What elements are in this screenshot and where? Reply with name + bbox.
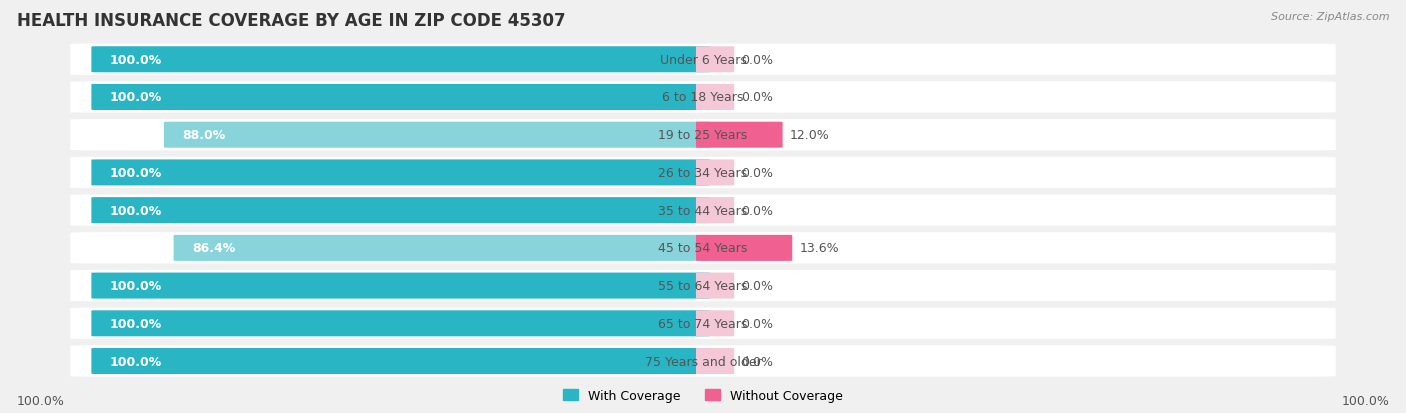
- FancyBboxPatch shape: [70, 120, 1336, 151]
- FancyBboxPatch shape: [91, 198, 710, 223]
- FancyBboxPatch shape: [70, 82, 1336, 113]
- FancyBboxPatch shape: [91, 85, 710, 111]
- FancyBboxPatch shape: [696, 311, 734, 337]
- Text: 0.0%: 0.0%: [741, 54, 773, 66]
- Text: 0.0%: 0.0%: [741, 280, 773, 292]
- Text: 55 to 64 Years: 55 to 64 Years: [658, 280, 748, 292]
- FancyBboxPatch shape: [91, 160, 710, 186]
- Text: 88.0%: 88.0%: [183, 129, 225, 142]
- FancyBboxPatch shape: [91, 311, 710, 337]
- FancyBboxPatch shape: [696, 122, 783, 148]
- Text: 100.0%: 100.0%: [110, 355, 162, 368]
- Text: 100.0%: 100.0%: [110, 204, 162, 217]
- Text: 100.0%: 100.0%: [110, 166, 162, 180]
- FancyBboxPatch shape: [696, 160, 734, 186]
- Text: 75 Years and older: 75 Years and older: [644, 355, 762, 368]
- FancyBboxPatch shape: [91, 348, 710, 374]
- Text: HEALTH INSURANCE COVERAGE BY AGE IN ZIP CODE 45307: HEALTH INSURANCE COVERAGE BY AGE IN ZIP …: [17, 12, 565, 30]
- FancyBboxPatch shape: [70, 157, 1336, 189]
- Text: 0.0%: 0.0%: [741, 204, 773, 217]
- Text: 6 to 18 Years: 6 to 18 Years: [662, 91, 744, 104]
- Text: 0.0%: 0.0%: [741, 91, 773, 104]
- Text: 19 to 25 Years: 19 to 25 Years: [658, 129, 748, 142]
- FancyBboxPatch shape: [696, 47, 734, 73]
- FancyBboxPatch shape: [91, 273, 710, 299]
- Text: 100.0%: 100.0%: [17, 394, 65, 407]
- Text: 12.0%: 12.0%: [790, 129, 830, 142]
- FancyBboxPatch shape: [165, 122, 710, 148]
- FancyBboxPatch shape: [70, 45, 1336, 76]
- Text: 86.4%: 86.4%: [191, 242, 235, 255]
- FancyBboxPatch shape: [70, 308, 1336, 339]
- Text: 0.0%: 0.0%: [741, 355, 773, 368]
- Text: 100.0%: 100.0%: [110, 280, 162, 292]
- FancyBboxPatch shape: [91, 47, 710, 73]
- FancyBboxPatch shape: [70, 233, 1336, 264]
- FancyBboxPatch shape: [70, 270, 1336, 301]
- FancyBboxPatch shape: [696, 198, 734, 223]
- Text: 26 to 34 Years: 26 to 34 Years: [658, 166, 748, 180]
- FancyBboxPatch shape: [696, 85, 734, 111]
- Text: Source: ZipAtlas.com: Source: ZipAtlas.com: [1271, 12, 1389, 22]
- Text: 100.0%: 100.0%: [110, 54, 162, 66]
- Text: 100.0%: 100.0%: [110, 317, 162, 330]
- FancyBboxPatch shape: [173, 235, 710, 261]
- Text: 0.0%: 0.0%: [741, 166, 773, 180]
- FancyBboxPatch shape: [696, 273, 734, 299]
- FancyBboxPatch shape: [696, 235, 792, 261]
- FancyBboxPatch shape: [696, 348, 734, 374]
- Text: 35 to 44 Years: 35 to 44 Years: [658, 204, 748, 217]
- Text: Under 6 Years: Under 6 Years: [659, 54, 747, 66]
- Legend: With Coverage, Without Coverage: With Coverage, Without Coverage: [558, 384, 848, 407]
- Text: 65 to 74 Years: 65 to 74 Years: [658, 317, 748, 330]
- FancyBboxPatch shape: [70, 346, 1336, 377]
- Text: 0.0%: 0.0%: [741, 317, 773, 330]
- Text: 45 to 54 Years: 45 to 54 Years: [658, 242, 748, 255]
- Text: 13.6%: 13.6%: [799, 242, 839, 255]
- FancyBboxPatch shape: [70, 195, 1336, 226]
- Text: 100.0%: 100.0%: [110, 91, 162, 104]
- Text: 100.0%: 100.0%: [1341, 394, 1389, 407]
